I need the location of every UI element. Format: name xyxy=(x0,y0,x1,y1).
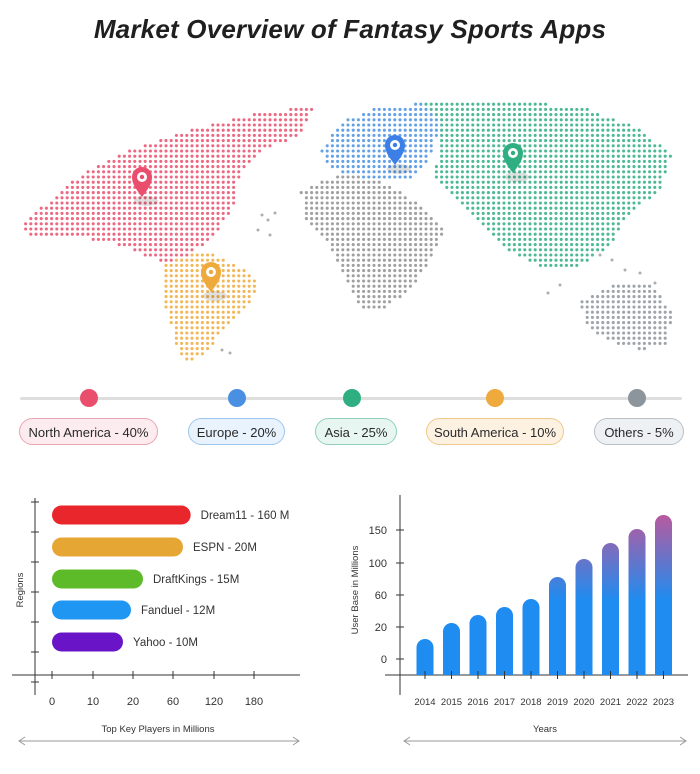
bar-label: Yahoo - 10M xyxy=(133,637,198,649)
column-2017 xyxy=(496,607,513,675)
x-axis-arrow-icon xyxy=(403,736,687,746)
x-tick-label: 2020 xyxy=(573,697,594,708)
x-tick-label: 120 xyxy=(205,696,223,708)
bar-label: Fanduel - 12M xyxy=(141,605,215,617)
y-axis-label: Regions xyxy=(15,572,26,607)
column-2014 xyxy=(416,639,434,675)
column-2016 xyxy=(469,615,487,675)
football-pin-icon xyxy=(201,262,227,301)
region-pill-europe: Europe - 20% xyxy=(188,418,285,445)
bar-fanduel xyxy=(52,600,131,620)
column-2018 xyxy=(522,599,540,675)
football-pin-icon xyxy=(132,167,158,206)
column-2022 xyxy=(628,529,646,675)
x-tick-label: 2014 xyxy=(414,697,435,708)
timeline-dot-north-america xyxy=(80,389,98,407)
y-tick-label: 100 xyxy=(369,558,387,570)
football-pin-icon xyxy=(503,143,529,182)
bar-label: Dream11 - 160 M xyxy=(201,510,290,522)
timeline-dot-europe xyxy=(228,389,246,407)
column-2015 xyxy=(443,623,460,675)
x-axis-label: Top Key Players in Millions xyxy=(102,724,215,735)
y-tick-label: 60 xyxy=(375,590,387,602)
x-tick-label: 2015 xyxy=(441,697,462,708)
top-key-players-chart: 0 10 20 60 120 180 Dream11 - 160 M ESPN - 20M Dr… xyxy=(12,498,300,746)
bar-label: DraftKings - 15M xyxy=(153,574,239,586)
timeline-dot-asia xyxy=(343,389,361,407)
x-tick-label: 2019 xyxy=(547,697,568,708)
x-tick-label: 2022 xyxy=(626,697,647,708)
x-tick-label: 2023 xyxy=(653,697,674,708)
x-axis-label: Years xyxy=(533,724,557,735)
x-tick-label: 2016 xyxy=(467,697,488,708)
x-axis-arrow-icon xyxy=(18,736,300,746)
x-tick-label: 180 xyxy=(245,696,263,708)
y-tick-label: 150 xyxy=(369,525,387,537)
timeline-dot-others xyxy=(628,389,646,407)
bar-draftkings xyxy=(52,569,143,589)
column-2020 xyxy=(575,559,593,675)
column-2019 xyxy=(549,577,566,675)
timeline-dot-south-america xyxy=(486,389,504,407)
y-axis-label: User Base in Millions xyxy=(350,545,361,634)
y-tick-label: 0 xyxy=(381,654,387,666)
x-tick-label: 20 xyxy=(127,696,139,708)
x-tick-label: 2017 xyxy=(494,697,515,708)
region-pill-asia: Asia - 25% xyxy=(315,418,397,445)
bar-dream11 xyxy=(52,505,191,525)
x-tick-label: 2021 xyxy=(600,697,621,708)
x-tick-label: 0 xyxy=(49,696,55,708)
region-pill-others: Others - 5% xyxy=(594,418,684,445)
region-pill-south-america: South America - 10% xyxy=(426,418,564,445)
y-tick-label: 20 xyxy=(375,622,387,634)
page-title: Market Overview of Fantasy Sports Apps xyxy=(93,14,607,44)
region-pill-north-america: North America - 40% xyxy=(19,418,158,445)
x-tick-label: 60 xyxy=(167,696,179,708)
user-base-chart: 0 20 60 100 150 2014 2015 2016 2017 2018 2019 2020 2… xyxy=(350,495,688,746)
football-pin-icon xyxy=(385,135,411,174)
world-dot-map xyxy=(24,102,672,361)
x-tick-label: 10 xyxy=(87,696,99,708)
bar-espn xyxy=(52,537,183,557)
bar-label: ESPN - 20M xyxy=(193,542,257,554)
map-dots xyxy=(24,102,672,361)
bar-yahoo xyxy=(52,632,123,652)
x-tick-label: 2018 xyxy=(520,697,541,708)
column-2023 xyxy=(655,515,672,675)
column-2021 xyxy=(602,543,619,675)
